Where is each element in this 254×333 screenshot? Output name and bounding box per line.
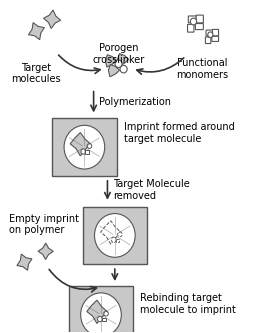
Text: Polymerization: Polymerization bbox=[99, 97, 171, 107]
Polygon shape bbox=[101, 221, 121, 244]
Circle shape bbox=[190, 18, 197, 25]
Circle shape bbox=[111, 237, 116, 242]
Polygon shape bbox=[118, 54, 129, 66]
Polygon shape bbox=[70, 133, 90, 156]
FancyBboxPatch shape bbox=[187, 24, 194, 32]
Circle shape bbox=[87, 144, 92, 149]
Circle shape bbox=[81, 293, 121, 333]
Text: Empty imprint
on polymer: Empty imprint on polymer bbox=[9, 214, 79, 235]
Bar bbox=[85, 151, 89, 154]
Text: Target
molecules: Target molecules bbox=[12, 63, 61, 85]
FancyBboxPatch shape bbox=[195, 24, 203, 30]
Bar bbox=[52, 119, 117, 176]
FancyBboxPatch shape bbox=[205, 37, 211, 44]
Text: Imprint formed around
target molecule: Imprint formed around target molecule bbox=[124, 123, 235, 144]
Circle shape bbox=[208, 32, 213, 38]
Text: Functional
monomers: Functional monomers bbox=[176, 58, 229, 80]
FancyBboxPatch shape bbox=[188, 16, 196, 23]
Circle shape bbox=[81, 149, 86, 154]
Text: Target Molecule
removed: Target Molecule removed bbox=[113, 179, 190, 200]
Circle shape bbox=[64, 125, 105, 169]
Bar bbox=[102, 318, 106, 321]
Circle shape bbox=[118, 232, 122, 237]
Bar bbox=[116, 239, 119, 242]
Polygon shape bbox=[105, 55, 117, 67]
FancyBboxPatch shape bbox=[196, 15, 203, 23]
Polygon shape bbox=[38, 243, 53, 259]
Polygon shape bbox=[108, 65, 120, 77]
Circle shape bbox=[98, 316, 102, 322]
Circle shape bbox=[104, 311, 108, 316]
Bar bbox=[69, 286, 133, 333]
Bar bbox=[83, 207, 147, 264]
Circle shape bbox=[94, 213, 135, 257]
Polygon shape bbox=[43, 10, 61, 28]
FancyBboxPatch shape bbox=[212, 36, 219, 41]
FancyBboxPatch shape bbox=[206, 30, 213, 36]
Text: Porogen
crosslinker: Porogen crosslinker bbox=[92, 43, 145, 65]
FancyBboxPatch shape bbox=[213, 29, 219, 36]
Text: Rebinding target
molecule to imprint: Rebinding target molecule to imprint bbox=[140, 293, 236, 315]
Polygon shape bbox=[28, 23, 44, 40]
Polygon shape bbox=[87, 300, 107, 323]
Polygon shape bbox=[17, 254, 32, 270]
Circle shape bbox=[115, 60, 122, 68]
Circle shape bbox=[120, 65, 127, 73]
